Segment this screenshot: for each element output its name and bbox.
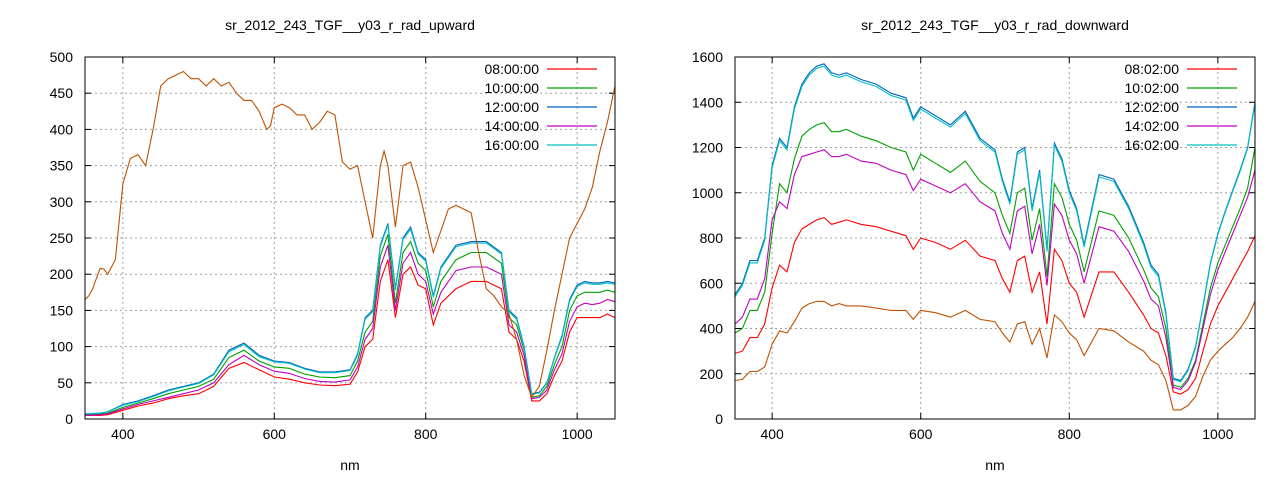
x-axis-label: nm <box>340 457 359 473</box>
plot-frame <box>84 56 616 420</box>
series-line-2 <box>735 121 1255 388</box>
legend-label: 14:00:00 <box>485 118 540 134</box>
y-tick-label: 50 <box>57 375 73 391</box>
y-tick-label: 200 <box>50 266 74 282</box>
legend-label: 16:00:00 <box>485 137 540 153</box>
y-tick-label: 600 <box>700 275 724 291</box>
chart-title: sr_2012_243_TGF__y03_r_rad_upward <box>225 17 475 33</box>
legend-label: 08:00:00 <box>485 61 540 77</box>
series-line-6 <box>735 300 1255 411</box>
chart-title: sr_2012_243_TGF__y03_r_rad_downward <box>861 17 1129 33</box>
legend-label: 10:02:00 <box>1125 80 1180 96</box>
y-tick-label: 150 <box>50 302 74 318</box>
y-tick-label: 1600 <box>692 49 723 65</box>
series-line-4 <box>735 149 1255 391</box>
plot-frame <box>734 56 1256 420</box>
y-tick-label: 400 <box>700 321 724 337</box>
x-axis-label: nm <box>985 457 1004 473</box>
series-group <box>85 70 615 416</box>
legend-label: 08:02:00 <box>1125 61 1180 77</box>
y-tick-label: 450 <box>50 85 74 101</box>
y-tick-label: 1000 <box>692 185 723 201</box>
series-line-2 <box>85 234 615 416</box>
series-line-3 <box>85 223 615 415</box>
y-tick-label: 100 <box>50 339 74 355</box>
y-tick-label: 400 <box>50 121 74 137</box>
series-line-5 <box>85 224 615 415</box>
x-tick-label: 1000 <box>1202 426 1233 442</box>
series-group <box>735 63 1255 411</box>
y-tick-label: 250 <box>50 230 74 246</box>
legend-label: 12:02:00 <box>1125 99 1180 115</box>
y-tick-label: 1400 <box>692 94 723 110</box>
x-tick-label: 800 <box>1058 426 1082 442</box>
x-tick-label: 600 <box>909 426 933 442</box>
y-tick-label: 0 <box>65 411 73 427</box>
y-tick-label: 1200 <box>692 140 723 156</box>
series-line-6 <box>85 70 615 399</box>
series-line-5 <box>735 65 1255 383</box>
y-tick-label: 500 <box>50 49 74 65</box>
series-line-1 <box>735 216 1255 395</box>
series-line-4 <box>85 245 615 416</box>
legend-label: 16:02:00 <box>1125 137 1180 153</box>
legend-label: 12:00:00 <box>485 99 540 115</box>
y-tick-label: 0 <box>715 411 723 427</box>
series-line-1 <box>85 259 615 416</box>
x-tick-label: 400 <box>760 426 784 442</box>
chart-2: sr_2012_243_TGF__y03_r_rad_downward 400 60… <box>692 17 1256 473</box>
legend-label: 10:00:00 <box>485 80 540 96</box>
x-tick-label: 600 <box>263 426 287 442</box>
chart-1: sr_2012_243_TGF__y03_r_rad_upward 400 600 8… <box>50 17 616 473</box>
y-tick-label: 350 <box>50 158 74 174</box>
y-tick-label: 800 <box>700 230 724 246</box>
y-tick-label: 300 <box>50 194 74 210</box>
x-tick-label: 800 <box>414 426 438 442</box>
y-tick-label: 200 <box>700 366 724 382</box>
legend-label: 14:02:00 <box>1125 118 1180 134</box>
x-tick-label: 1000 <box>562 426 593 442</box>
x-tick-label: 400 <box>111 426 135 442</box>
